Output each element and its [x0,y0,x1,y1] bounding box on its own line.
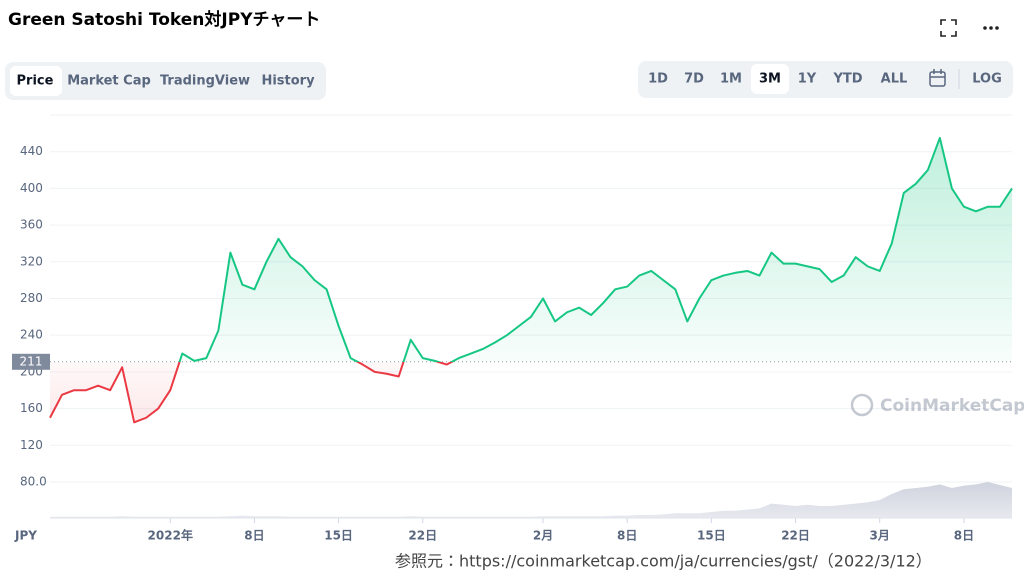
tab[interactable]: Market Cap [67,74,151,89]
range-button[interactable]: 7D [684,72,704,87]
y-tick-label: 80.0 [20,474,47,488]
price-line [49,136,1013,424]
tab-group [5,62,326,100]
plot: 211 [12,136,1013,518]
range-button[interactable]: 1Y [798,72,817,87]
baseline-label-bg [12,353,50,370]
more-icon[interactable] [983,26,999,30]
y-tick-label: 440 [20,144,43,158]
price-area [50,137,1012,423]
watermark-logo [850,393,874,417]
title: Green Satoshi Token対JPYチャート [8,9,320,30]
x-tick-label: 22日 [781,529,810,543]
y-tick-label: 400 [20,181,43,195]
x-tick-label: 2月 [533,529,553,543]
x-tick-label: 15日 [324,529,353,543]
tab[interactable]: History [261,74,315,89]
dot[interactable] [995,26,999,30]
x-tick-label: 8日 [244,529,264,543]
calendar-icon[interactable] [929,69,946,87]
baseline-label: 211 [20,354,43,368]
source-note: 参照元：https://coinmarketcap.com/ja/currenc… [395,552,932,571]
y-tick-label: 240 [20,328,43,342]
volume-area [50,482,1012,518]
y-tick-label: 280 [20,291,43,305]
calendar-body[interactable] [929,71,946,87]
x-tick-label: 22日 [408,529,437,543]
tab[interactable]: TradingView [160,74,250,89]
fullscreen-glyph[interactable] [940,19,957,37]
active-tab-bg [10,66,62,96]
x-tick-label: 8日 [954,529,974,543]
active-range-bg [751,64,789,94]
fullscreen-icon[interactable] [940,19,957,37]
y-tick-label: 120 [20,438,43,452]
x-tick-label: 2022年 [148,528,193,543]
y-tick-label: 160 [20,401,43,415]
range-group [638,61,1013,98]
y-tick-label: 320 [20,254,43,268]
range-button[interactable]: 3M [759,72,781,87]
x-tick-label: 15日 [697,529,726,543]
x-tick-label: 8日 [617,529,637,543]
calendar-lines[interactable] [930,69,945,78]
log-button[interactable]: LOG [972,72,1002,87]
y-tick-label: 360 [20,218,43,232]
x-tick-label: 3月 [870,529,890,543]
range-button[interactable]: 1D [648,72,668,87]
range-button[interactable]: 1M [720,72,742,87]
dot[interactable] [989,26,993,30]
watermark: CoinMarketCap [850,393,1024,417]
range-button[interactable]: YTD [832,72,862,87]
tab[interactable]: Price [17,74,54,89]
watermark-text: CoinMarketCap [880,396,1024,416]
dot[interactable] [983,26,987,30]
currency-label: JPY [14,529,37,543]
range-button[interactable]: ALL [881,72,908,87]
